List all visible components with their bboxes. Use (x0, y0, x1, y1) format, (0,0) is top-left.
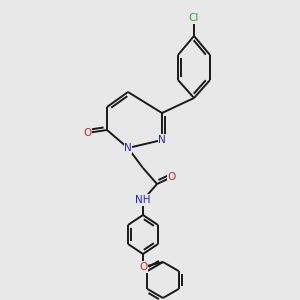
Text: N: N (158, 135, 166, 145)
Text: Cl: Cl (189, 13, 199, 23)
Text: O: O (83, 128, 91, 138)
Text: O: O (168, 172, 176, 182)
Text: O: O (139, 262, 147, 272)
Text: N: N (124, 143, 132, 153)
Text: NH: NH (135, 195, 151, 205)
